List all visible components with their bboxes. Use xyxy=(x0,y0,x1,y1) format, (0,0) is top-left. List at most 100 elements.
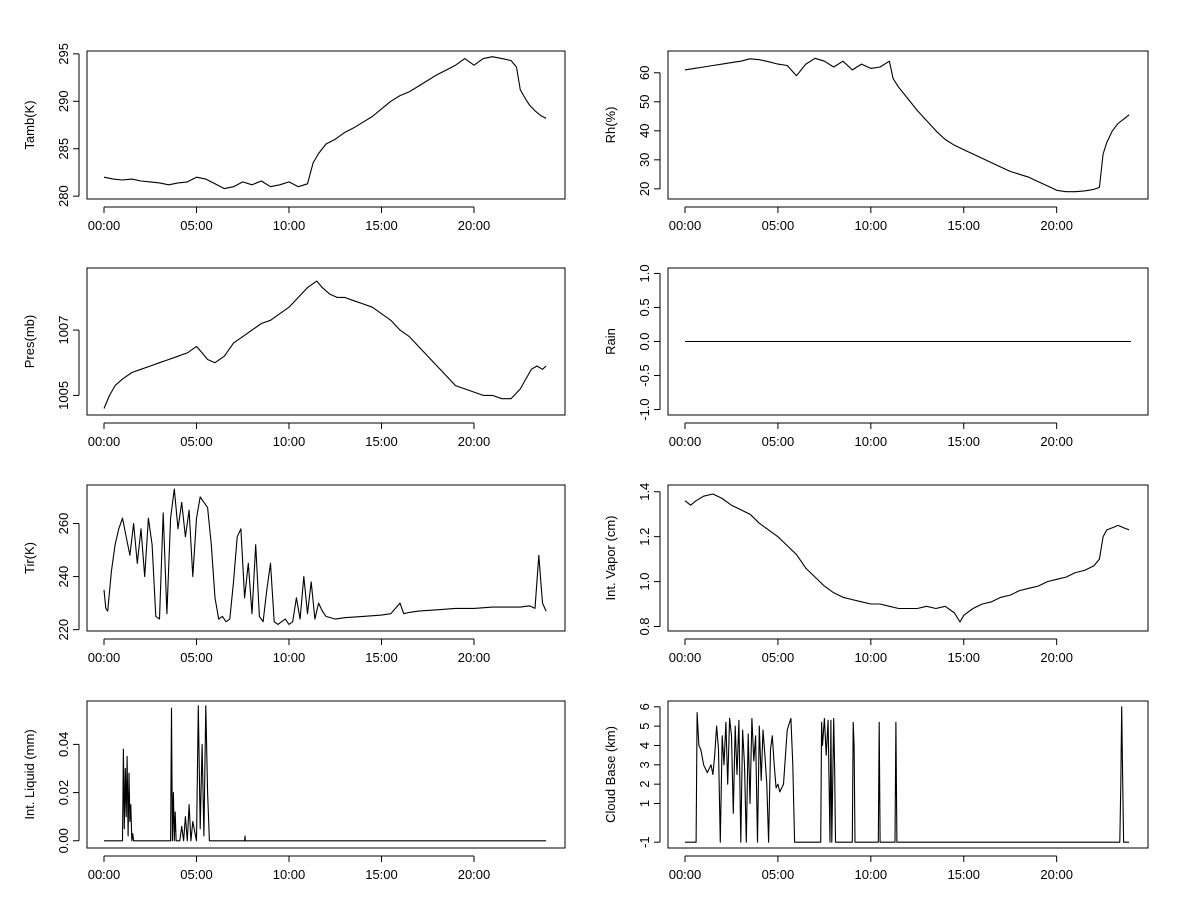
y-axis-title: Int. Vapor (cm) xyxy=(603,515,618,600)
x-tick-label: 20:00 xyxy=(458,434,491,449)
y-tick-label: 1 xyxy=(637,800,652,807)
x-tick-label: 15:00 xyxy=(947,218,980,233)
plot-frame xyxy=(86,700,566,849)
x-tick-label: 00:00 xyxy=(88,650,121,665)
x-tick-label: 05:00 xyxy=(762,650,795,665)
y-tick-label: 0.00 xyxy=(56,828,71,853)
series-line xyxy=(685,706,1130,843)
y-tick-label: -0.5 xyxy=(637,364,652,386)
y-tick-label: 5 xyxy=(637,723,652,730)
y-tick-label: 1007 xyxy=(56,316,71,345)
x-tick-label: 00:00 xyxy=(669,218,702,233)
y-axis-title: Pres(mb) xyxy=(22,315,37,368)
x-tick-label: 10:00 xyxy=(273,867,306,882)
plot-frame xyxy=(86,267,566,416)
panel-6: 00:00 05:00 10:00 15:00 20:00 0.00 0.02 0.04 Int… xyxy=(22,700,566,882)
panel-7: 00:00 05:00 10:00 15:00 20:00 -1 1 2 3 4 5 6 Cloud B… xyxy=(603,700,1149,882)
y-tick-label: 50 xyxy=(637,95,652,109)
x-tick-label: 15:00 xyxy=(947,434,980,449)
x-tick-label: 15:00 xyxy=(365,650,398,665)
x-tick-label: 00:00 xyxy=(669,867,702,882)
y-tick-label: 6 xyxy=(637,703,652,710)
y-tick-label: 260 xyxy=(56,513,71,535)
panel-3: 00:00 05:00 10:00 15:00 20:00 -1.0 -0.5 0.0 0.5 1… xyxy=(603,264,1149,449)
panel-1: 00:00 05:00 10:00 15:00 20:00 20 30 40 50 60 Rh(%) xyxy=(603,50,1149,233)
panel-0: 00:00 05:00 10:00 15:00 20:00 280 285 290 295 Tam… xyxy=(22,43,566,233)
plot-frame xyxy=(667,267,1149,416)
x-tick-label: 10:00 xyxy=(273,218,306,233)
x-tick-label: 20:00 xyxy=(1040,867,1073,882)
y-tick-label: 0.5 xyxy=(637,298,652,316)
x-tick-label: 20:00 xyxy=(1040,434,1073,449)
x-tick-label: 20:00 xyxy=(1040,218,1073,233)
y-tick-label: 0.02 xyxy=(56,780,71,805)
x-tick-label: 00:00 xyxy=(669,434,702,449)
y-tick-label: 295 xyxy=(56,43,71,65)
x-tick-label: 20:00 xyxy=(1040,650,1073,665)
y-tick-label: 290 xyxy=(56,90,71,112)
plot-frame xyxy=(667,484,1149,632)
y-axis-title: Tamb(K) xyxy=(22,100,37,149)
x-tick-label: 15:00 xyxy=(365,434,398,449)
x-tick-label: 10:00 xyxy=(273,650,306,665)
series-line xyxy=(103,56,547,190)
x-tick-label: 15:00 xyxy=(947,650,980,665)
x-tick-label: 05:00 xyxy=(762,434,795,449)
y-tick-label: 3 xyxy=(637,761,652,768)
x-tick-label: 20:00 xyxy=(458,218,491,233)
x-tick-label: 20:00 xyxy=(458,867,491,882)
x-tick-label: 00:00 xyxy=(88,218,121,233)
y-tick-label: 60 xyxy=(637,66,652,80)
x-tick-label: 05:00 xyxy=(762,218,795,233)
y-tick-label: 20 xyxy=(637,182,652,196)
y-tick-label: -1.0 xyxy=(637,398,652,420)
y-tick-label: 280 xyxy=(56,185,71,207)
x-tick-label: 15:00 xyxy=(365,867,398,882)
panel-2: 00:00 05:00 10:00 15:00 20:00 1005 1007 Pres(mb… xyxy=(22,267,566,449)
y-tick-label: -1 xyxy=(637,836,652,848)
x-tick-label: 20:00 xyxy=(458,650,491,665)
y-axis-title: Rain xyxy=(603,328,618,355)
y-axis-title: Tir(K) xyxy=(22,542,37,574)
y-tick-label: 240 xyxy=(56,566,71,588)
series-line xyxy=(103,280,547,409)
x-tick-label: 10:00 xyxy=(855,867,888,882)
y-tick-label: 2 xyxy=(637,781,652,788)
y-tick-label: 1.0 xyxy=(637,573,652,591)
y-tick-label: 220 xyxy=(56,619,71,641)
y-tick-label: 1.4 xyxy=(637,483,652,501)
series-line xyxy=(684,57,1130,193)
x-tick-label: 05:00 xyxy=(180,434,213,449)
x-tick-label: 05:00 xyxy=(180,867,213,882)
x-tick-label: 05:00 xyxy=(180,218,213,233)
x-tick-label: 15:00 xyxy=(947,867,980,882)
y-tick-label: 0.0 xyxy=(637,332,652,350)
y-tick-label: 4 xyxy=(637,742,652,749)
y-tick-label: 0.04 xyxy=(56,732,71,757)
plot-frame xyxy=(667,50,1149,200)
plot-frame xyxy=(86,484,566,632)
x-tick-label: 05:00 xyxy=(762,867,795,882)
y-tick-label: 40 xyxy=(637,124,652,138)
x-tick-label: 00:00 xyxy=(669,650,702,665)
plot-frame xyxy=(667,700,1149,849)
plot-frame xyxy=(86,50,566,200)
panel-5: 00:00 05:00 10:00 15:00 20:00 0.8 1.0 1.2 1.4 Int… xyxy=(603,483,1149,665)
y-axis-title: Rh(%) xyxy=(603,107,618,144)
x-tick-label: 10:00 xyxy=(855,650,888,665)
y-tick-label: 30 xyxy=(637,153,652,167)
series-line xyxy=(104,705,547,842)
x-tick-label: 00:00 xyxy=(88,434,121,449)
y-axis-title: Cloud Base (km) xyxy=(603,726,618,823)
x-tick-label: 05:00 xyxy=(180,650,213,665)
x-tick-label: 10:00 xyxy=(273,434,306,449)
y-tick-label: 1005 xyxy=(56,381,71,410)
y-tick-label: 0.8 xyxy=(637,617,652,635)
x-tick-label: 15:00 xyxy=(365,218,398,233)
x-tick-label: 10:00 xyxy=(855,218,888,233)
panel-4: 00:00 05:00 10:00 15:00 20:00 220 240 260 Tir(K) xyxy=(22,484,566,665)
y-tick-label: 285 xyxy=(56,138,71,160)
series-line xyxy=(103,488,547,625)
